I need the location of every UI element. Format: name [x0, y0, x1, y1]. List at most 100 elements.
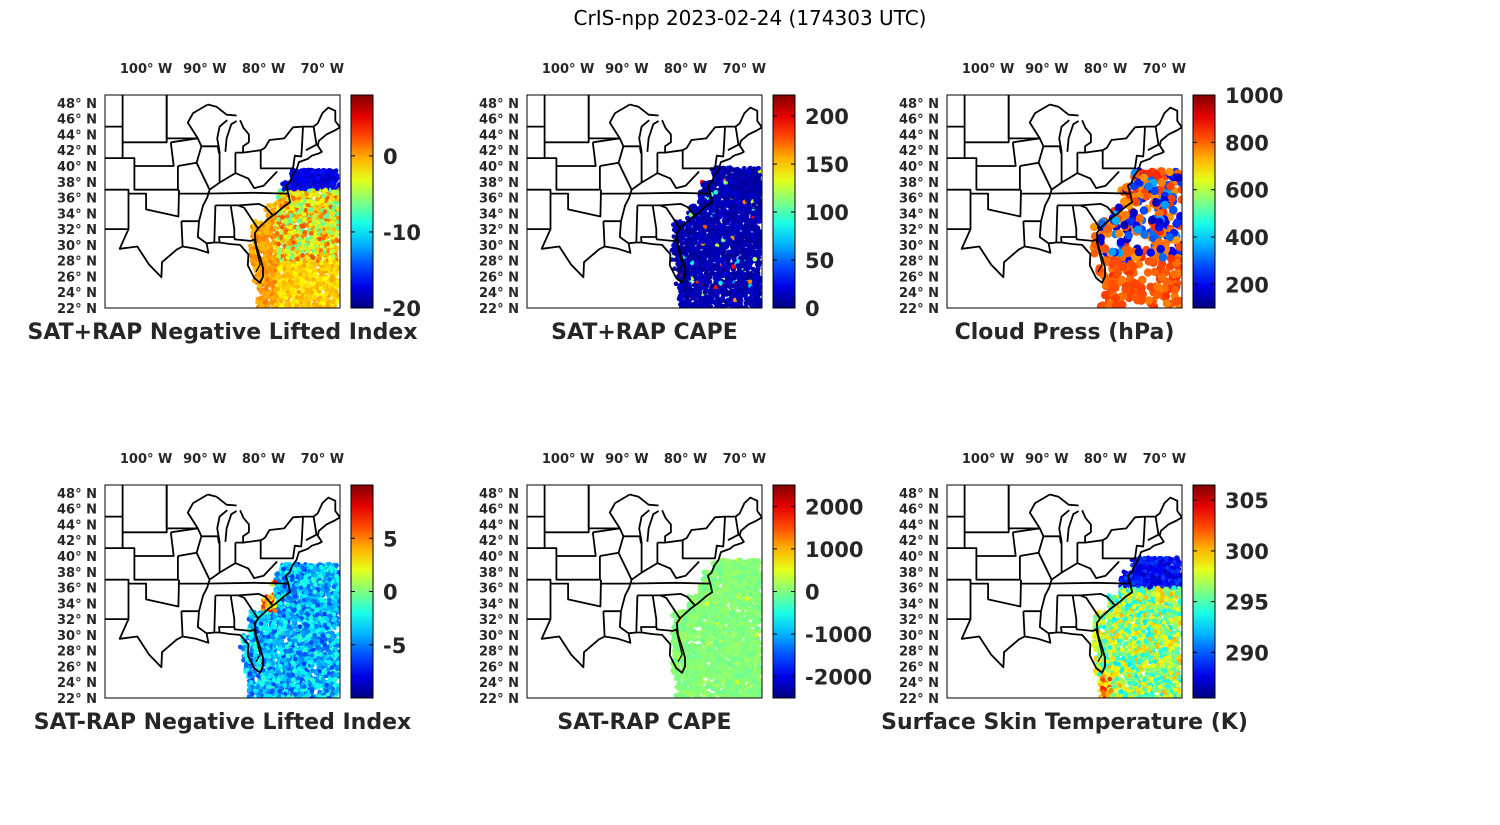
lat-tick-label: 40° N [899, 160, 939, 175]
lat-tick-label: 48° N [479, 97, 519, 112]
lat-tick-label: 40° N [479, 160, 519, 175]
lon-tick-label: 100° W [542, 452, 595, 467]
lat-tick-label: 32° N [479, 613, 519, 628]
panel-title: Surface Skin Temperature (K) [881, 710, 1248, 735]
colorbar-tick-label: 295 [1225, 591, 1269, 615]
lat-tick-label: 26° N [899, 270, 939, 285]
lat-tick-label: 38° N [899, 176, 939, 191]
lat-tick-label: 44° N [57, 128, 97, 143]
lat-tick-label: 44° N [479, 518, 519, 533]
scatter-layer [669, 165, 762, 308]
lat-tick-label: 42° N [57, 534, 97, 549]
lat-tick-label: 36° N [899, 192, 939, 207]
colorbar [1192, 94, 1216, 309]
lon-tick-label: 90° W [1025, 62, 1068, 77]
map-panel-surface-skin-temp: 100° W 90° W 80° W 70° W 48° N46° N44° N42° … [881, 452, 1269, 735]
figure-title: CrIS-npp 2023-02-24 (174303 UTC) [573, 6, 927, 30]
colorbar-tick-label: 100 [805, 201, 849, 225]
lon-tick-label: 70° W [301, 62, 344, 77]
lat-tick-label: 44° N [899, 128, 939, 143]
lat-tick-label: 30° N [479, 239, 519, 254]
lat-tick-label: 24° N [899, 676, 939, 691]
lon-tick-label: 70° W [1143, 62, 1186, 77]
lon-tick-label: 80° W [1084, 452, 1127, 467]
lat-tick-label: 26° N [479, 660, 519, 675]
colorbar-tick-label: 0 [805, 297, 820, 321]
lat-tick-label: 28° N [57, 255, 97, 270]
lat-tick-label: 36° N [57, 582, 97, 597]
lat-tick-label: 40° N [479, 550, 519, 565]
lon-tick-label: 80° W [664, 62, 707, 77]
lat-tick-label: 32° N [57, 223, 97, 238]
lat-tick-label: 32° N [899, 613, 939, 628]
lon-tick-label: 70° W [301, 452, 344, 467]
lon-tick-label: 100° W [962, 62, 1015, 77]
scatter-layer [669, 557, 762, 698]
lat-tick-label: 22° N [479, 302, 519, 317]
lat-tick-label: 26° N [57, 270, 97, 285]
lat-tick-label: 44° N [479, 128, 519, 143]
lat-tick-label: 22° N [479, 692, 519, 707]
colorbar-tick-label: 800 [1225, 131, 1269, 155]
lat-tick-label: 36° N [899, 582, 939, 597]
lat-tick-label: 28° N [57, 645, 97, 660]
lon-tick-label: 90° W [605, 452, 648, 467]
colorbar-tick-label: -10 [383, 221, 421, 245]
colorbar-tick-label: 50 [805, 249, 834, 273]
colorbar-tick-label: 600 [1225, 179, 1269, 203]
scatter-layer [247, 167, 340, 308]
lat-tick-label: 34° N [479, 207, 519, 222]
lat-tick-label: 40° N [57, 160, 97, 175]
lat-tick-label: 34° N [479, 597, 519, 612]
colorbar-tick-label: -5 [383, 634, 406, 658]
lat-tick-label: 28° N [899, 645, 939, 660]
colorbar-tick-label: 290 [1225, 641, 1269, 665]
lat-tick-label: 24° N [899, 286, 939, 301]
lat-tick-label: 48° N [57, 97, 97, 112]
state-outlines [527, 485, 762, 674]
lat-tick-label: 30° N [57, 629, 97, 644]
lat-tick-label: 22° N [57, 692, 97, 707]
lat-tick-label: 46° N [57, 503, 97, 518]
lat-tick-label: 34° N [899, 207, 939, 222]
lat-tick-label: 48° N [899, 487, 939, 502]
scatter-layer [237, 561, 340, 698]
panel-title: Cloud Press (hPa) [955, 320, 1175, 345]
colorbar-tick-label: 300 [1225, 540, 1269, 564]
lat-tick-label: 36° N [479, 192, 519, 207]
panel-title: SAT-RAP CAPE [557, 710, 731, 735]
map-panel-cloud-press: 100° W 90° W 80° W 70° W 48° N46° N44° N42° … [899, 62, 1283, 345]
colorbar-tick-label: -1000 [805, 623, 872, 647]
lat-tick-label: 22° N [57, 302, 97, 317]
lon-tick-label: 90° W [1025, 452, 1068, 467]
lon-tick-label: 70° W [723, 62, 766, 77]
lon-tick-label: 90° W [183, 62, 226, 77]
lat-tick-label: 24° N [479, 676, 519, 691]
lat-tick-label: 30° N [899, 239, 939, 254]
colorbar-tick-label: -20 [383, 297, 421, 321]
colorbar-tick-label: 400 [1225, 226, 1269, 250]
colorbar-tick-label: 2000 [805, 495, 863, 519]
lat-tick-label: 32° N [57, 613, 97, 628]
lon-tick-label: 100° W [542, 62, 595, 77]
colorbar-tick-label: 0 [383, 145, 398, 169]
state-outlines [105, 95, 340, 284]
state-outlines [947, 485, 1182, 674]
lat-tick-label: 44° N [899, 518, 939, 533]
lon-tick-label: 100° W [962, 452, 1015, 467]
lon-tick-label: 90° W [605, 62, 648, 77]
map-panel-sat-rap-minus-nli: 100° W 90° W 80° W 70° W 48° N46° N44° N42° … [34, 452, 411, 735]
lat-tick-label: 32° N [899, 223, 939, 238]
lat-tick-label: 42° N [57, 144, 97, 159]
lat-tick-label: 42° N [479, 144, 519, 159]
lat-tick-label: 38° N [57, 566, 97, 581]
lat-tick-label: 46° N [899, 503, 939, 518]
lat-tick-label: 44° N [57, 518, 97, 533]
lon-tick-label: 80° W [1084, 62, 1127, 77]
lat-tick-label: 42° N [899, 534, 939, 549]
lon-tick-label: 90° W [183, 452, 226, 467]
lon-tick-label: 70° W [1143, 452, 1186, 467]
panel-title: SAT-RAP Negative Lifted Index [34, 710, 411, 735]
colorbar [350, 94, 374, 309]
lon-tick-label: 80° W [242, 452, 285, 467]
